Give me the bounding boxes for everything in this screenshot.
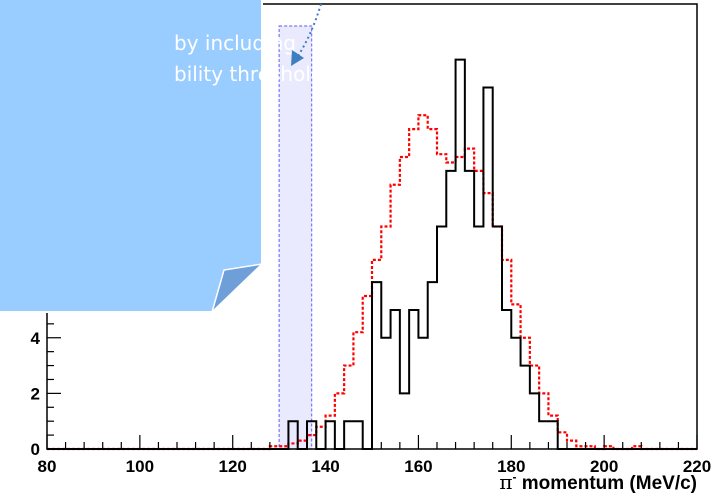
x-tick-label: 80 [38,457,57,476]
x-tick-label: 100 [126,457,154,476]
highlight-band-rect [278,25,313,450]
x-axis-title: π- momentum (MeV/c) [499,470,697,494]
x-axis-title-text: momentum (MeV/c) [516,473,697,494]
y-tick-label: 2 [31,384,40,403]
x-tick-label: 200 [590,457,618,476]
highlight-band [278,25,313,450]
callout-arrow-head [291,50,304,66]
x-tick-label: 160 [404,457,432,476]
callout-arrow [291,3,322,66]
x-tick-label: 140 [311,457,339,476]
x-tick-label: 120 [219,457,247,476]
y-tick-label: 4 [31,329,41,348]
callout-note: by including bility threshold [0,0,324,315]
callout-folded-corner [210,262,265,315]
callout-line-1: by including [174,31,296,55]
x-axis-title-pi: π [499,470,512,494]
callout-line-2: bility threshold [174,62,324,86]
x-axis: 80 100 120 140 160 180 200 220 [38,435,711,476]
x-tick-label: 180 [497,457,525,476]
x-tick-label: 220 [683,457,711,476]
y-tick-label: 0 [31,440,40,459]
x-axis-title-superscript: - [512,470,516,484]
